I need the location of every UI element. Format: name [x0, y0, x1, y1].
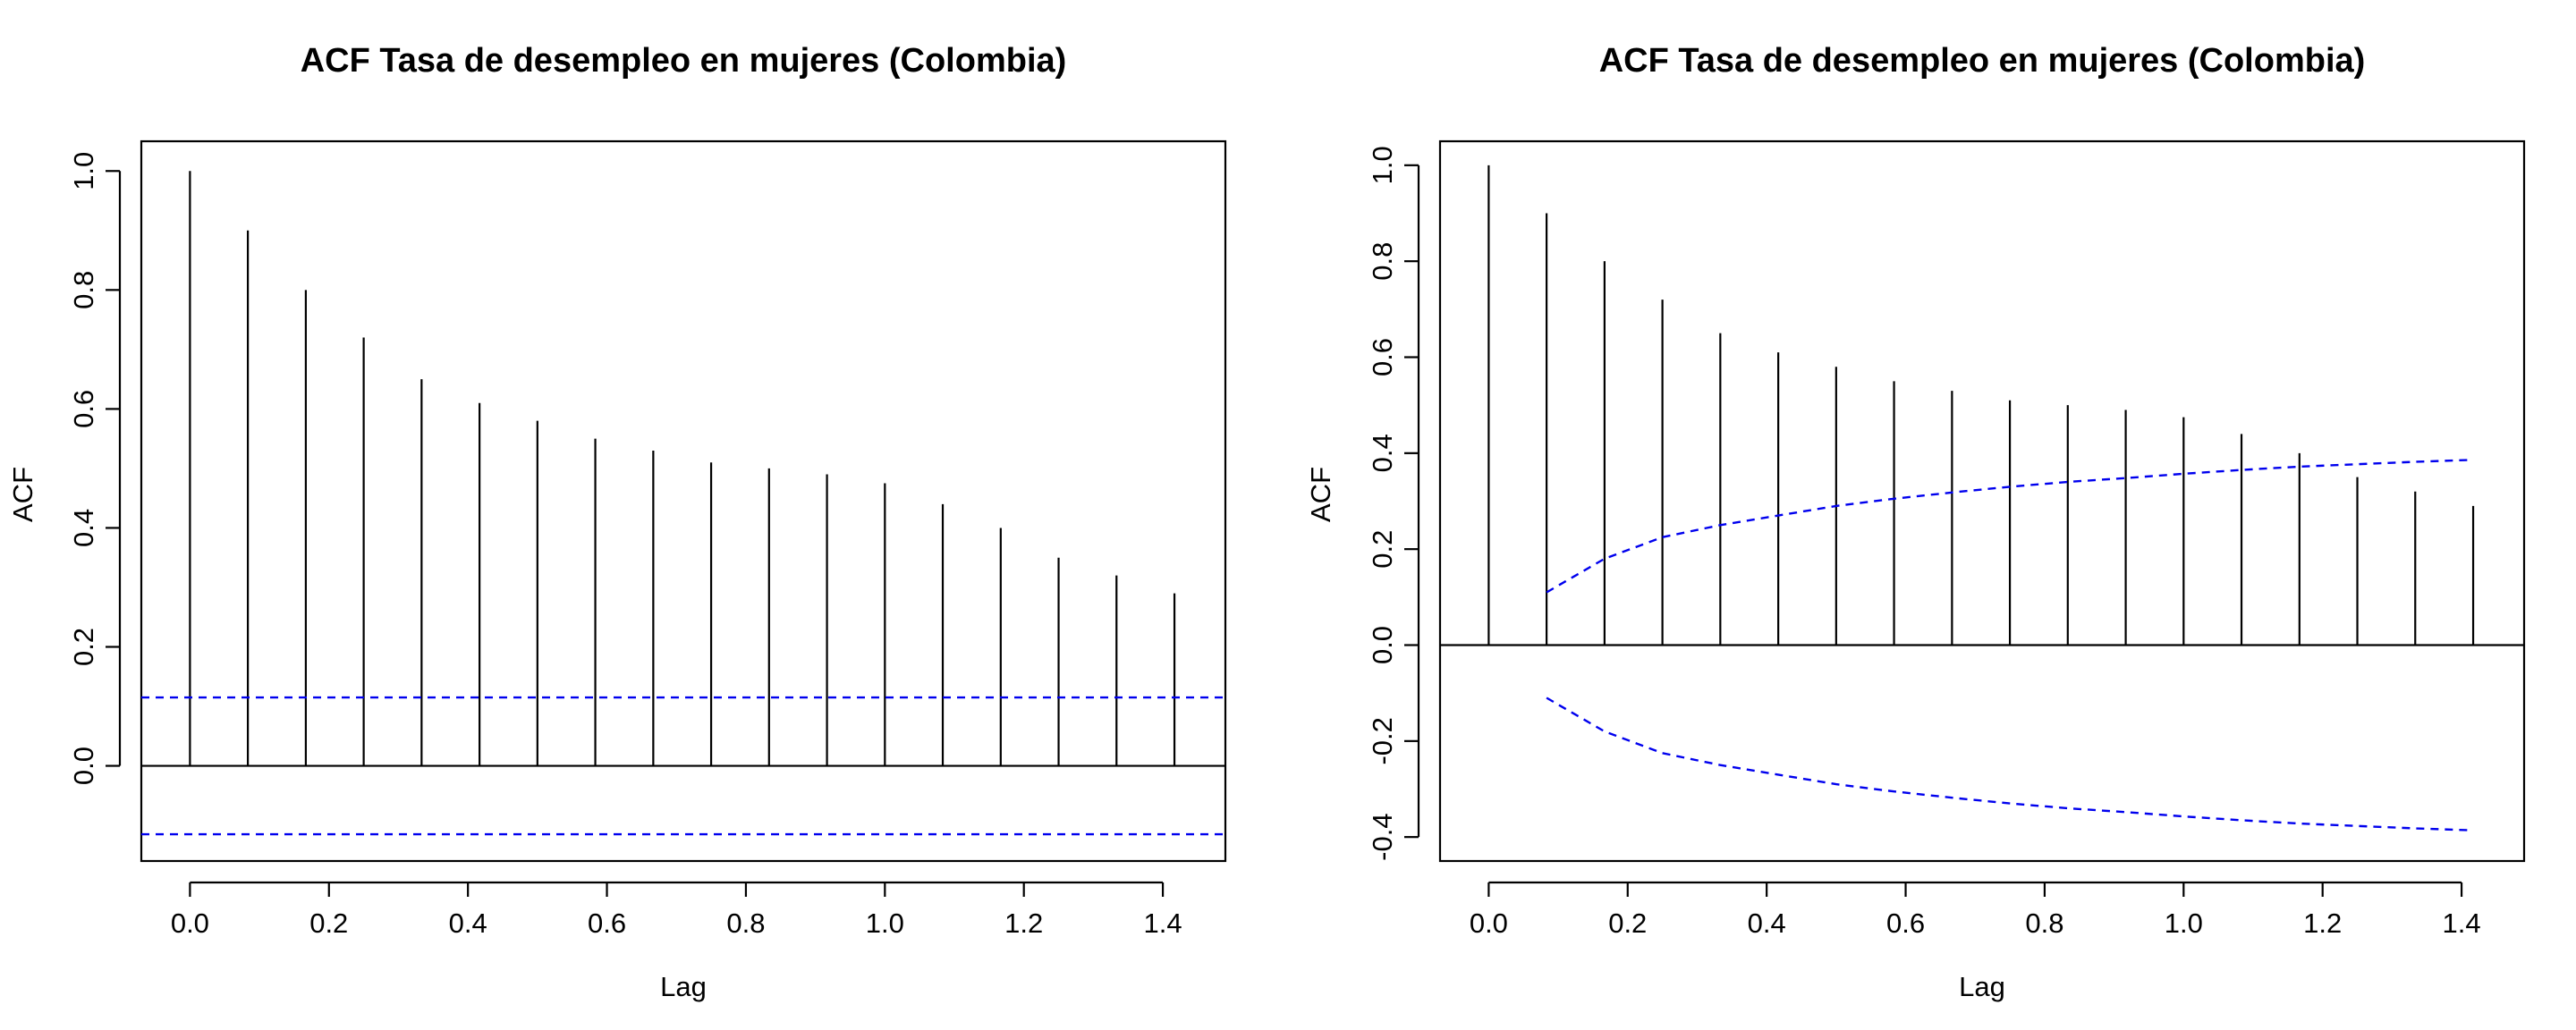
y-tick-label: 0.6 — [68, 390, 99, 428]
x-tick-label: 0.0 — [1470, 908, 1508, 939]
acf-panel-left: ACF Tasa de desempleo en mujeres (Colomb… — [7, 42, 1227, 1002]
y-axis-label: ACF — [1305, 467, 1336, 522]
x-tick-label: 0.4 — [1748, 908, 1786, 939]
x-axis: 0.0 0.2 0.4 0.6 0.8 1.0 1.2 1.4 — [171, 881, 1182, 939]
y-tick-label: 0.8 — [68, 271, 99, 309]
x-axis: 0.0 0.2 0.4 0.6 0.8 1.0 1.2 1.4 — [1470, 881, 2481, 939]
y-tick-label: 0.8 — [1367, 242, 1398, 281]
y-tick-label: 0.6 — [1367, 338, 1398, 376]
x-tick-label: 0.2 — [1608, 908, 1647, 939]
y-axis: 0.0 0.2 0.4 0.6 0.8 1.0 — [68, 152, 122, 785]
x-tick-label: 0.6 — [588, 908, 626, 939]
x-tick-label: 1.0 — [866, 908, 904, 939]
y-tick-label: 1.0 — [68, 152, 99, 190]
x-tick-label: 0.8 — [2025, 908, 2063, 939]
x-tick-label: 1.4 — [2443, 908, 2481, 939]
x-tick-label: 1.0 — [2165, 908, 2203, 939]
x-tick-label: 1.2 — [1004, 908, 1043, 939]
acf-panel-right: ACF Tasa de desempleo en mujeres (Colomb… — [1305, 42, 2526, 1002]
x-tick-label: 0.6 — [1886, 908, 1925, 939]
ci-upper-line — [1546, 459, 2474, 594]
y-tick-label: 0.2 — [1367, 530, 1398, 569]
y-tick-label: 0.4 — [1367, 434, 1398, 472]
y-axis-label: ACF — [7, 467, 38, 522]
x-tick-label: 1.2 — [2303, 908, 2342, 939]
ci-lower-line — [1546, 697, 2474, 832]
x-tick-label: 0.2 — [309, 908, 348, 939]
plot-marks: 0.0 0.2 0.4 0.6 0.8 1.0 1.2 1.4-0.4-0.20.00.20.… — [1367, 139, 2526, 939]
y-tick-label: 0.4 — [68, 509, 99, 547]
y-tick-label: -0.2 — [1367, 717, 1398, 764]
y-axis: -0.4 -0.2 0.0 0.2 0.4 0.6 0.8 1.0 — [1367, 146, 1420, 861]
x-axis-label: Lag — [1959, 971, 2005, 1002]
x-tick-label: 1.4 — [1144, 908, 1182, 939]
y-tick-label: 0.0 — [68, 747, 99, 785]
y-tick-label: 0.2 — [68, 628, 99, 666]
x-axis-label: Lag — [660, 971, 707, 1002]
chart-title: ACF Tasa de desempleo en mujeres (Colomb… — [1599, 42, 2366, 80]
x-tick-label: 0.0 — [171, 908, 209, 939]
x-tick-label: 0.4 — [449, 908, 487, 939]
y-tick-label: -0.4 — [1367, 813, 1398, 860]
y-tick-label: 1.0 — [1367, 146, 1398, 184]
plot-marks: 0.0 0.2 0.4 0.6 0.8 1.0 1.2 1.4 0.0 0.2 0.4 0.6 0.8 1… — [68, 139, 1227, 939]
chart-title: ACF Tasa de desempleo en mujeres (Colomb… — [301, 42, 1067, 80]
y-tick-label: 0.0 — [1367, 626, 1398, 664]
plot-frame — [140, 139, 1227, 863]
plot-frame — [1438, 139, 2526, 863]
x-tick-label: 0.8 — [726, 908, 765, 939]
